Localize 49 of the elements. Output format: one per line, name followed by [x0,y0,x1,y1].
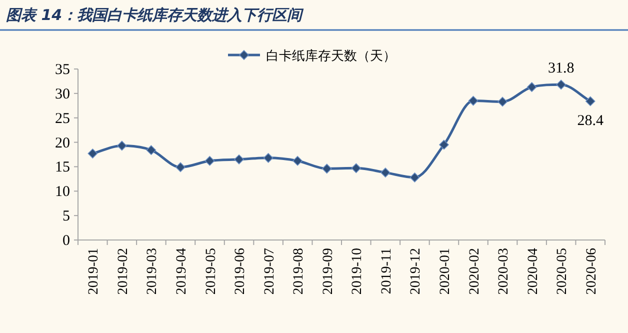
point [380,168,390,178]
point [234,154,244,164]
y-tick-label: 5 [62,208,70,225]
x-tick-label: 2020-02 [467,248,482,295]
x-tick-label: 2019-10 [350,248,366,295]
point [88,148,98,158]
x-tick-label: 2019-09 [320,248,336,295]
x-tick-label: 2020-03 [496,248,512,295]
y-tick-label: 35 [55,62,70,78]
data-label: 31.8 [548,60,574,77]
x-tick-label: 2019-02 [116,248,131,295]
y-tick-label: 10 [55,184,70,200]
x-tick-label: 2019-04 [174,248,190,295]
point [468,96,478,106]
point [146,145,156,156]
point [498,96,508,107]
x-tick-label: 2020-04 [526,248,541,295]
point [410,172,420,182]
x-tick-label: 2019-06 [233,248,248,295]
x-tick-label: 2020-06 [584,248,600,295]
x-tick-label: 2019-05 [204,248,219,295]
x-tick-label: 2019-12 [408,248,424,295]
point [585,96,596,106]
y-tick-label: 15 [55,160,70,176]
y-tick-label: 0 [62,233,70,249]
point [556,80,566,90]
point [526,82,537,92]
point [322,164,332,174]
x-tick-label: 2020-01 [438,248,453,295]
y-tick-label: 25 [55,110,70,127]
point [176,162,186,172]
x-tick-label: 2019-08 [292,248,307,295]
x-tick-label: 2019-01 [86,248,102,295]
chart-title: 图表 14：我国白卡纸库存天数进入下行区间 [6,6,304,24]
point [117,140,127,151]
x-tick-label: 2019-11 [379,248,394,294]
data-label: 28.4 [577,113,604,130]
point [439,140,449,150]
x-tick-label: 2020-05 [555,248,570,295]
point [292,156,302,166]
legend: 白卡纸库存天数（天） [228,49,396,64]
y-tick-label: 30 [55,86,70,102]
point [204,156,215,166]
y-tick-label: 20 [55,135,70,152]
x-tick-label: 2019-03 [145,248,160,295]
legend-label: 白卡纸库存天数（天） [266,49,396,64]
x-tick-label: 2019-07 [262,248,278,295]
point [263,153,274,163]
point [351,163,362,174]
